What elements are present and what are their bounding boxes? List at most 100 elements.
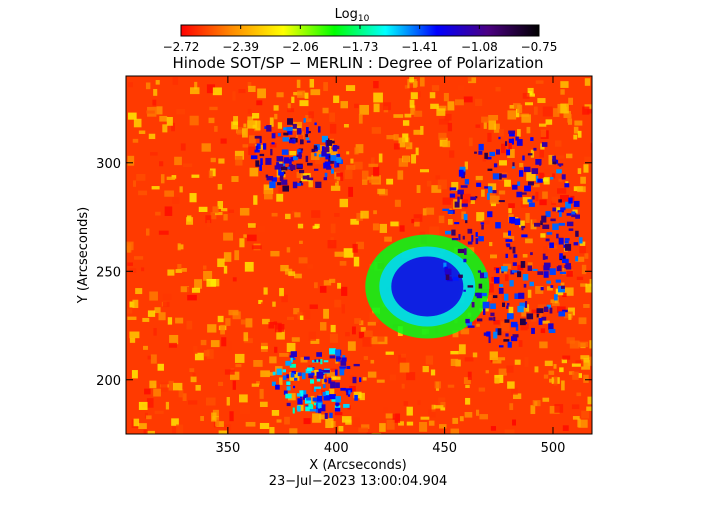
- texture-cell: [544, 325, 548, 335]
- feature-cell: [530, 252, 533, 256]
- feature-cell: [505, 253, 508, 259]
- feature-cell: [503, 339, 510, 342]
- feature-cell: [272, 371, 276, 376]
- texture-cell: [138, 190, 148, 196]
- texture-cell: [155, 80, 160, 85]
- texture-cell: [589, 279, 592, 287]
- texture-cell: [160, 174, 165, 184]
- texture-cell: [431, 404, 436, 412]
- feature-cell: [549, 242, 554, 249]
- feature-cell: [335, 382, 340, 389]
- texture-cell: [310, 338, 320, 344]
- texture-cell: [373, 92, 383, 103]
- texture-cell: [483, 121, 487, 129]
- colorbar-tick-label: −2.39: [222, 40, 259, 54]
- texture-cell: [278, 186, 282, 195]
- timestamp: 23−Jul−2023 13:00:04.904: [269, 474, 448, 489]
- texture-cell: [430, 369, 436, 376]
- feature-cell: [292, 123, 297, 129]
- texture-cell: [443, 92, 449, 102]
- feature-cell: [505, 333, 509, 337]
- texture-cell: [527, 262, 533, 268]
- texture-cell: [182, 393, 187, 401]
- texture-cell: [298, 257, 308, 264]
- feature-cell: [505, 239, 513, 242]
- x-tick-label: 450: [432, 441, 457, 456]
- feature-cell: [328, 158, 334, 164]
- texture-cell: [439, 424, 447, 429]
- feature-cell: [490, 312, 495, 317]
- texture-cell: [475, 409, 480, 416]
- feature-cell: [334, 161, 340, 168]
- texture-cell: [150, 152, 158, 156]
- texture-cell: [240, 405, 251, 415]
- feature-cell: [463, 258, 467, 263]
- texture-cell: [256, 381, 260, 385]
- texture-cell: [244, 338, 253, 344]
- texture-cell: [493, 320, 500, 325]
- texture-cell: [344, 169, 353, 180]
- feature-cell: [476, 318, 483, 322]
- texture-cell: [467, 371, 472, 380]
- texture-cell: [471, 320, 481, 324]
- feature-cell: [329, 348, 336, 355]
- texture-cell: [151, 186, 160, 190]
- texture-cell: [322, 107, 329, 114]
- texture-cell: [169, 334, 179, 345]
- texture-cell: [247, 81, 252, 89]
- texture-cell: [186, 320, 193, 330]
- feature-cell: [492, 173, 500, 180]
- texture-cell: [573, 134, 578, 140]
- feature-cell: [508, 230, 511, 236]
- texture-cell: [508, 141, 512, 150]
- texture-cell: [409, 99, 415, 108]
- texture-cell: [323, 82, 328, 92]
- texture-cell: [127, 316, 137, 320]
- feature-cell: [470, 196, 477, 201]
- texture-cell: [307, 264, 314, 269]
- feature-cell: [523, 166, 531, 173]
- texture-cell: [265, 397, 275, 404]
- texture-cell: [578, 419, 588, 428]
- feature-cell: [292, 385, 296, 389]
- feature-cell: [445, 230, 451, 235]
- feature-cell: [536, 175, 539, 183]
- feature-cell: [339, 369, 345, 376]
- texture-cell: [210, 340, 220, 348]
- feature-cell: [562, 258, 569, 264]
- texture-cell: [347, 341, 356, 351]
- feature-cell: [260, 158, 263, 166]
- texture-cell: [402, 120, 410, 126]
- texture-cell: [577, 186, 586, 193]
- texture-cell: [201, 143, 211, 152]
- feature-cell: [504, 141, 508, 146]
- texture-cell: [194, 279, 203, 289]
- feature-cell: [335, 349, 341, 356]
- feature-cell: [320, 404, 326, 412]
- texture-cell: [419, 169, 429, 173]
- texture-cell: [164, 206, 173, 216]
- texture-cell: [256, 225, 266, 232]
- texture-cell: [300, 357, 308, 363]
- feature-cell: [276, 163, 281, 169]
- feature-cell: [463, 289, 466, 292]
- texture-cell: [299, 100, 309, 107]
- feature-cell: [537, 271, 544, 275]
- texture-cell: [355, 144, 364, 154]
- texture-cell: [212, 87, 222, 96]
- feature-cell: [476, 182, 482, 187]
- feature-cell: [287, 128, 293, 135]
- texture-cell: [584, 253, 589, 259]
- texture-cell: [294, 273, 302, 279]
- texture-cell: [176, 424, 184, 434]
- texture-cell: [538, 172, 545, 179]
- feature-cell: [501, 266, 508, 272]
- texture-cell: [334, 412, 343, 416]
- texture-cell: [269, 427, 275, 434]
- texture-cell: [175, 269, 183, 273]
- texture-cell: [413, 110, 423, 117]
- texture-cell: [411, 154, 417, 164]
- texture-cell: [220, 138, 227, 144]
- texture-cell: [337, 282, 342, 289]
- feature-cell: [306, 175, 310, 180]
